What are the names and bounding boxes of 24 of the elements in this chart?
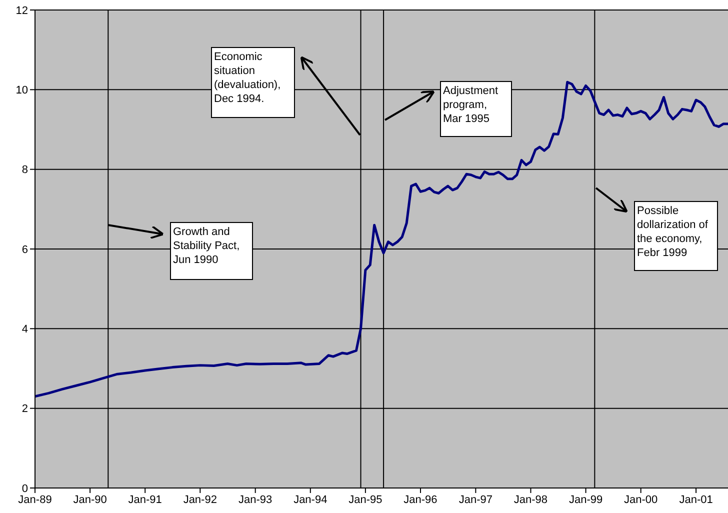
x-tick-label: Jan-99 — [568, 494, 603, 506]
x-tick-label: Jan-91 — [128, 494, 162, 506]
x-tick-label: Jan-01 — [679, 494, 713, 506]
x-tick-label: Jan-95 — [348, 494, 382, 506]
x-tick-label: Jan-96 — [404, 494, 438, 506]
y-tick-label: 4 — [22, 324, 28, 336]
annotation: Growth and Stability Pact, Jun 1990 — [170, 222, 253, 280]
x-tick-label: Jan-97 — [458, 494, 493, 506]
annotation: Adjustment program, Mar 1995 — [440, 81, 512, 137]
y-tick-label: 6 — [22, 244, 28, 256]
y-tick-label: 8 — [22, 164, 28, 176]
x-tick-label: Jan-98 — [514, 494, 548, 506]
y-tick-label: 10 — [16, 84, 28, 97]
x-tick-label: Jan-93 — [238, 494, 272, 506]
annotation: Possible dollarization of the economy, Febr 1999 — [634, 201, 718, 271]
y-tick-label: 0 — [22, 482, 28, 495]
x-tick-label: Jan-92 — [183, 494, 217, 506]
annotation: Economic situation (devaluation), Dec 1994. — [211, 47, 295, 118]
x-tick-label: Jan-00 — [624, 494, 658, 506]
x-tick-label: Jan-94 — [294, 494, 328, 506]
x-tick-label: Jan-90 — [73, 494, 107, 506]
y-tick-label: 2 — [22, 403, 28, 416]
y-tick-label: 12 — [16, 4, 28, 17]
x-tick-label: Jan-89 — [18, 494, 52, 506]
